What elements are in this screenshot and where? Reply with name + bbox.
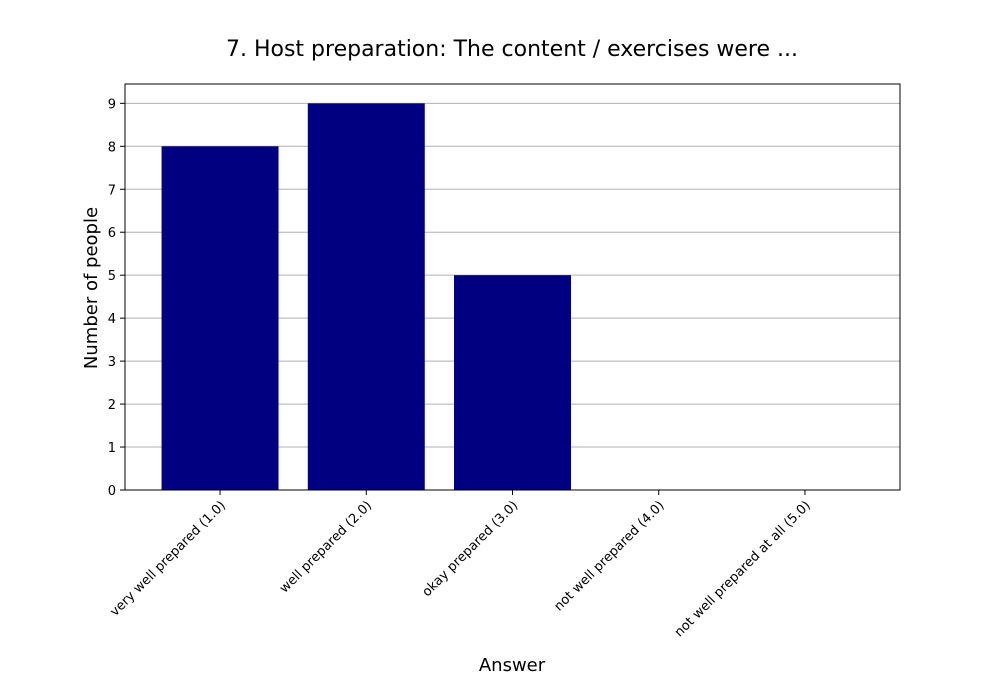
bar-2: [307, 103, 425, 490]
y-tick-label: 3: [108, 355, 116, 370]
x-axis-label: Answer: [479, 655, 546, 676]
bar-1: [161, 146, 279, 490]
x-tick-label: well prepared (2.0): [277, 498, 375, 596]
x-tick-label: okay prepared (3.0): [420, 498, 522, 600]
y-tick-label: 8: [108, 140, 116, 155]
x-tick-label: not well prepared (4.0): [551, 498, 667, 614]
y-tick-label: 4: [108, 312, 116, 327]
x-tick-label: very well prepared (1.0): [108, 498, 229, 619]
chart-title: 7. Host preparation: The content / exerc…: [226, 37, 798, 62]
x-tick-label: not well prepared at all (5.0): [672, 498, 814, 640]
y-tick-label: 2: [108, 398, 116, 413]
y-tick-label: 9: [108, 97, 116, 112]
y-tick-label: 5: [108, 269, 116, 284]
bars: [161, 103, 571, 490]
y-tick-label: 7: [108, 183, 116, 198]
y-tick-label: 6: [108, 226, 116, 241]
y-tick-label: 1: [108, 441, 116, 456]
bar-3: [454, 275, 571, 490]
y-tick-label: 0: [108, 484, 116, 499]
y-axis-label: Number of people: [81, 207, 102, 369]
